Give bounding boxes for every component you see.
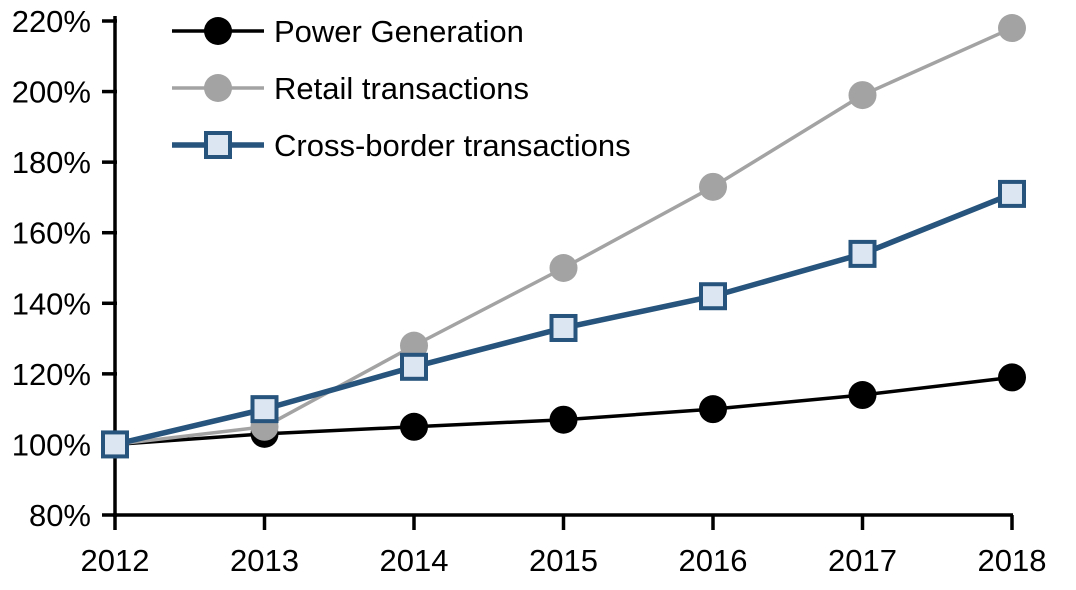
y-tick-label: 140% — [12, 286, 91, 321]
x-tick-label: 2015 — [529, 543, 598, 578]
legend-label: Cross-border transactions — [274, 128, 631, 163]
marker-power-generation-2018 — [998, 363, 1026, 392]
legend-marker-square — [204, 131, 232, 159]
marker-power-generation-2017 — [848, 381, 877, 410]
y-tick-label: 100% — [12, 427, 91, 462]
y-tick-label: 120% — [12, 357, 91, 392]
x-tick-label: 2013 — [230, 543, 299, 578]
y-tick-label: 160% — [12, 216, 91, 251]
series-cross-border-transactions — [101, 179, 1026, 459]
marker-cross-border-transactions-2015 — [549, 313, 578, 342]
legend-item-retail-transactions: Retail transactions — [172, 71, 529, 106]
marker-cross-border-transactions-2017 — [848, 239, 877, 268]
marker-cross-border-transactions-2014 — [400, 352, 428, 381]
legend-marker-circle — [204, 17, 232, 45]
marker-power-generation-2016 — [699, 395, 727, 424]
y-tick-label: 200% — [12, 75, 91, 110]
marker-retail-transactions-2015 — [549, 254, 578, 282]
y-tick-label: 220% — [12, 4, 91, 39]
marker-power-generation-2015 — [549, 405, 578, 434]
marker-cross-border-transactions-2012 — [101, 430, 129, 459]
x-tick-label: 2014 — [380, 543, 449, 578]
legend-item-cross-border-transactions: Cross-border transactions — [172, 128, 631, 163]
marker-cross-border-transactions-2013 — [250, 395, 279, 424]
marker-retail-transactions-2014 — [400, 331, 428, 360]
x-tick-label: 2018 — [978, 543, 1047, 578]
y-tick-label: 180% — [12, 145, 91, 180]
x-tick-label: 2012 — [81, 543, 150, 578]
legend-label: Retail transactions — [274, 71, 529, 106]
marker-retail-transactions-2018 — [998, 14, 1026, 43]
y-tick-label: 80% — [29, 498, 91, 533]
x-tick-label: 2017 — [828, 543, 897, 578]
series-power-generation — [101, 363, 1026, 459]
marker-retail-transactions-2017 — [848, 81, 877, 110]
marker-cross-border-transactions-2016 — [699, 282, 727, 311]
marker-retail-transactions-2016 — [699, 172, 727, 201]
marker-power-generation-2014 — [400, 412, 428, 441]
series-line-retail-transactions — [113, 26, 1014, 447]
marker-cross-border-transactions-2018 — [998, 179, 1026, 208]
x-tick-label: 2016 — [679, 543, 748, 578]
legend: Power Generation Retail transactions Cross… — [172, 14, 631, 163]
legend-item-power-generation: Power Generation — [172, 14, 524, 49]
legend-marker-circle — [204, 74, 232, 102]
legend-label: Power Generation — [274, 14, 524, 49]
